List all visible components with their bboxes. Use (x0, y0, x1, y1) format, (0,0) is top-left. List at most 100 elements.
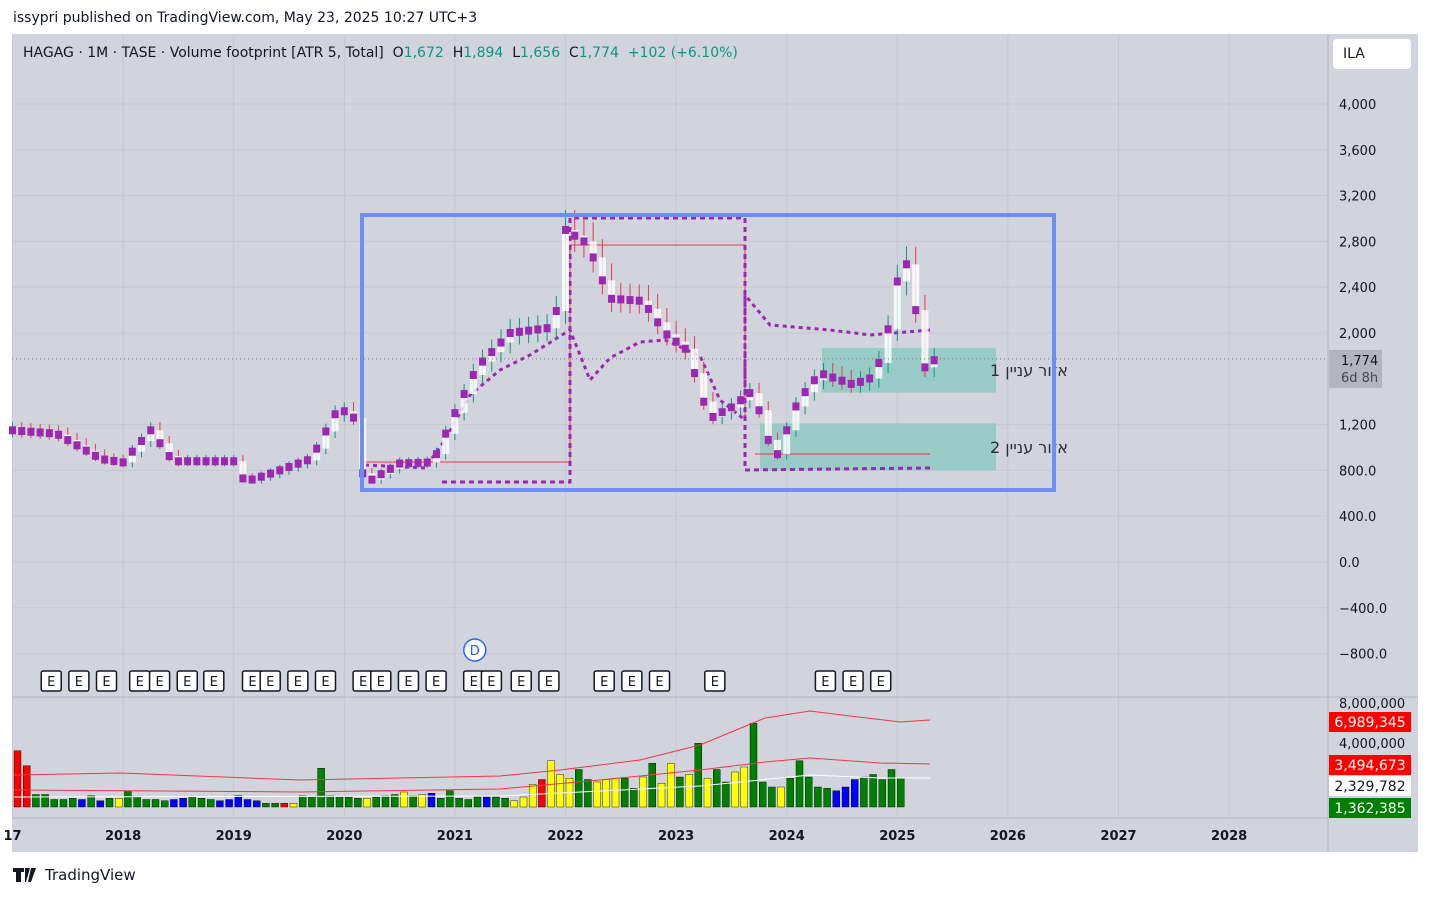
volume-bar (621, 778, 629, 808)
volume-bar (197, 798, 206, 808)
earnings-marker[interactable] (425, 670, 447, 692)
volume-value-label: 2,329,782 (1334, 779, 1405, 795)
footprint-poc (322, 427, 330, 436)
volume-bar (529, 784, 537, 808)
candle-body (801, 392, 809, 407)
time-tick-label: 2018 (105, 829, 141, 844)
low-value: 1,656 (520, 45, 561, 61)
footprint-poc (193, 457, 201, 466)
candle-body (875, 363, 883, 379)
footprint-poc (773, 450, 781, 459)
volume-bar (805, 776, 813, 808)
volume-bar (740, 766, 748, 808)
candle-body (921, 310, 929, 368)
volume-bar (759, 781, 767, 808)
earnings-marker-label: E (404, 675, 412, 690)
candle-body (598, 257, 606, 281)
earnings-marker[interactable] (538, 670, 560, 692)
footprint-poc (423, 458, 431, 467)
footprint-poc (893, 277, 901, 286)
chart-area[interactable] (12, 34, 1418, 852)
close-value: 1,774 (578, 45, 619, 61)
volume-bar (391, 794, 399, 808)
earnings-marker[interactable] (704, 670, 726, 692)
footprint-poc (267, 469, 275, 478)
candle-body (322, 431, 330, 449)
earnings-marker[interactable] (842, 670, 864, 692)
footprint-poc (285, 462, 293, 471)
footprint-poc (571, 231, 579, 240)
footprint-poc (396, 459, 404, 468)
volume-bar (823, 788, 831, 808)
candle-body (810, 380, 818, 393)
earnings-marker[interactable] (510, 670, 533, 692)
volume-bar (648, 763, 656, 808)
earnings-marker[interactable] (68, 670, 90, 692)
footprint-poc (497, 338, 505, 347)
volume-value-badge (1329, 755, 1411, 775)
volume-bar (160, 800, 169, 808)
earnings-marker[interactable] (148, 670, 171, 692)
price-tick-label: 800.0 (1339, 464, 1376, 479)
volume-bar (409, 795, 417, 808)
volume-bar (593, 781, 601, 808)
earnings-marker-label: E (75, 675, 83, 690)
volume-bar (216, 800, 224, 808)
price-tick-label: 400.0 (1339, 510, 1376, 525)
volume-bar (133, 796, 141, 808)
footprint-poc (635, 296, 643, 305)
footprint-poc (257, 472, 265, 481)
footprint-poc (91, 451, 99, 460)
volume-bar (142, 799, 151, 808)
earnings-marker[interactable] (480, 670, 503, 692)
earnings-marker[interactable] (203, 670, 225, 692)
footprint-poc (276, 466, 284, 475)
earnings-marker[interactable] (621, 670, 643, 692)
candle-body (644, 300, 652, 309)
earnings-marker[interactable] (314, 670, 337, 692)
earnings-marker[interactable] (176, 670, 198, 692)
earnings-marker[interactable] (593, 670, 615, 692)
earnings-marker[interactable] (370, 670, 392, 692)
earnings-marker[interactable] (259, 670, 281, 692)
footprint-poc (138, 437, 146, 446)
earnings-marker[interactable] (40, 670, 62, 692)
earnings-marker[interactable] (95, 670, 118, 692)
volume-bar (492, 796, 500, 808)
candle-body (893, 281, 901, 330)
footprint-poc (18, 427, 26, 436)
time-tick-label: 2019 (216, 829, 252, 844)
earnings-marker-label: E (266, 675, 274, 690)
volume-bar (777, 786, 785, 808)
volume-value-label: 1,362,385 (1334, 801, 1405, 817)
earnings-marker[interactable] (648, 670, 671, 692)
candle-body (654, 308, 662, 323)
volume-bar (41, 794, 49, 808)
earnings-marker[interactable] (814, 670, 837, 692)
volume-bar (418, 794, 426, 808)
footprint-poc (663, 330, 671, 339)
footprint-poc (727, 403, 735, 412)
volume-bar (87, 795, 95, 808)
earnings-marker[interactable] (287, 670, 309, 692)
volume-bar (206, 799, 215, 808)
earnings-marker[interactable] (397, 670, 420, 692)
footprint-poc (230, 457, 238, 466)
candle-body (755, 393, 763, 411)
volume-bar (897, 778, 905, 808)
earnings-marker[interactable] (869, 670, 892, 692)
volume-bar (501, 798, 509, 808)
footprint-poc (165, 452, 173, 461)
volume-bar (299, 795, 307, 808)
price-tick-label: 2,000 (1339, 327, 1376, 342)
candle-body (451, 413, 459, 434)
volume-bar (308, 796, 316, 808)
volume-bar (694, 743, 702, 808)
footprint-poc (55, 430, 63, 439)
interest-zone-label: אזור עניין 2 (990, 438, 1068, 457)
currency-button[interactable]: ILA (1333, 39, 1411, 69)
earnings-marker-label: E (359, 675, 367, 690)
dividend-marker[interactable] (463, 638, 487, 662)
earnings-marker-label: E (600, 675, 608, 690)
